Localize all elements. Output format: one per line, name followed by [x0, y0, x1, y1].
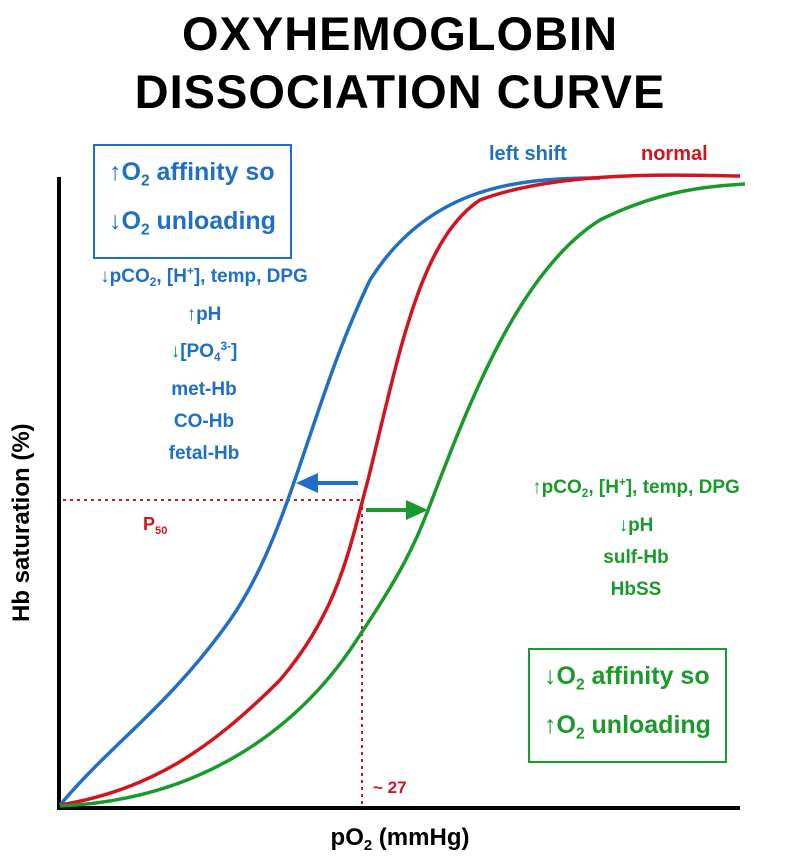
right-cause-4: HbSS: [610, 579, 662, 601]
right-shift-causes: ↑pCO2, [H+], temp, DPG ↓pH sulf-Hb HbSS: [496, 467, 776, 606]
p50-label: P50: [143, 514, 168, 537]
right-box-line-1: ↓O2 affinity so: [544, 662, 710, 694]
normal-label: normal: [641, 143, 708, 165]
curve-normal: [59, 173, 741, 807]
right-box-line-2: ↑O2 unloading: [544, 711, 711, 743]
left-arrow-icon: [296, 473, 358, 493]
left-cause-6: fetal-Hb: [168, 443, 240, 465]
y-axis-label: Hb saturation (%): [8, 423, 35, 622]
left-cause-2: ↑pH: [186, 304, 222, 326]
left-shift-summary-box: ↑O2 affinity so ↓O2 unloading: [93, 144, 292, 259]
left-box-line-2: ↓O2 unloading: [109, 207, 276, 239]
right-shift-summary-box: ↓O2 affinity so ↑O2 unloading: [528, 648, 727, 763]
left-cause-5: CO-Hb: [173, 411, 235, 433]
left-cause-3: ↓[PO43-]: [170, 340, 238, 365]
title-line-1: OXYHEMOGLOBIN: [181, 7, 619, 60]
right-cause-2: ↓pH: [618, 515, 654, 537]
x-axis-label: pO2 (mmHg): [330, 824, 470, 855]
p50-value-label: ~ 27: [373, 778, 407, 797]
right-arrow-icon: [366, 500, 428, 520]
right-cause-1: ↑pCO2, [H+], temp, DPG: [532, 476, 740, 501]
left-box-line-1: ↑O2 affinity so: [109, 158, 275, 190]
right-cause-3: sulf-Hb: [603, 547, 669, 569]
title-line-2: DISSOCIATION CURVE: [134, 65, 666, 118]
left-cause-4: met-Hb: [171, 379, 237, 401]
left-shift-label: left shift: [489, 143, 567, 165]
left-cause-1: ↓pCO2, [H+], temp, DPG: [100, 265, 308, 290]
curve-right-shift: [59, 182, 746, 808]
curve-left-shift: [58, 176, 601, 807]
left-shift-causes: ↓pCO2, [H+], temp, DPG ↑pH ↓[PO43-] met-…: [64, 256, 344, 470]
